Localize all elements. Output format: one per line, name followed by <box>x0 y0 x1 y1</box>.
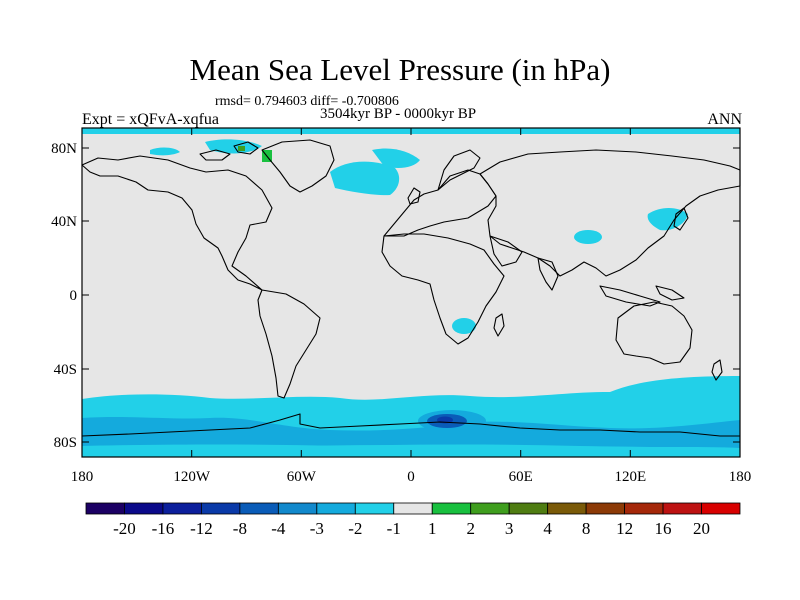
colorbar-swatch <box>85 502 125 515</box>
anomaly-ellesmere-positive <box>238 146 245 151</box>
x-tick-label: 120W <box>173 469 211 485</box>
map-title: Mean Sea Level Pressure (in hPa) <box>189 52 611 87</box>
colorbar-swatch <box>201 502 241 515</box>
colorbar-swatch <box>393 502 433 515</box>
y-tick-label: 0 <box>70 288 78 304</box>
x-tick-labels: 180 120W 60W 0 60E 120E 180 <box>71 469 752 485</box>
coastlines <box>81 139 741 437</box>
anomaly-beaufort-sea <box>150 147 180 156</box>
anomaly-amundsen-sea <box>216 425 256 437</box>
colorbar-level-label: -1 <box>387 519 401 538</box>
anomaly-southern-africa <box>452 318 476 334</box>
colorbar-swatch <box>162 502 202 515</box>
anomaly-japan <box>647 208 688 231</box>
x-tick-label: 180 <box>729 469 752 485</box>
anomaly-east-antarctic <box>628 431 672 441</box>
x-tick-label: 60W <box>287 469 317 485</box>
x-tick-label: 180 <box>71 469 94 485</box>
colorbar-level-label: 1 <box>428 519 437 538</box>
colorbar-swatch <box>316 502 356 515</box>
colorbar-swatch <box>431 502 472 515</box>
anomaly-north-atlantic <box>330 161 400 196</box>
experiment-label: Expt = xQFvA-xqfua <box>82 111 220 128</box>
colorbar-swatch <box>662 502 702 515</box>
anomaly-southern-ocean-2 <box>82 417 740 448</box>
colorbar-swatch <box>701 502 741 515</box>
colorbar-swatch <box>124 502 164 515</box>
y-tick-label: 40S <box>54 362 77 378</box>
colorbar <box>85 502 741 515</box>
y-tick-label: 40N <box>51 214 77 230</box>
colorbar-level-label: -12 <box>190 519 213 538</box>
colorbar-level-label: -4 <box>271 519 286 538</box>
colorbar-swatch <box>547 502 587 515</box>
x-tick-label: 60E <box>509 469 533 485</box>
colorbar-level-label: 20 <box>693 519 710 538</box>
colorbar-swatch <box>470 502 510 515</box>
colorbar-swatch <box>354 502 395 515</box>
colorbar-level-label: 3 <box>505 519 514 538</box>
colorbar-level-label: -16 <box>152 519 175 538</box>
colorbar-level-label: 4 <box>543 519 552 538</box>
colorbar-level-label: 8 <box>582 519 591 538</box>
y-tick-label: 80S <box>54 435 77 451</box>
colorbar-level-label: -2 <box>348 519 362 538</box>
period-label: 3504kyr BP - 0000kyr BP <box>320 106 477 122</box>
x-tick-label: 0 <box>407 469 415 485</box>
colorbar-level-label: 2 <box>466 519 475 538</box>
y-tick-label: 80N <box>51 141 77 157</box>
season-label: ANN <box>707 111 742 128</box>
colorbar-level-label: -3 <box>310 519 324 538</box>
colorbar-swatch <box>277 502 318 515</box>
colorbar-level-label: 16 <box>655 519 672 538</box>
statistics-label: rmsd= 0.794603 diff= -0.700806 <box>215 94 399 109</box>
anomaly-canadian-arctic <box>205 139 262 154</box>
colorbar-level-label: -20 <box>113 519 136 538</box>
x-axis-ticks <box>81 128 741 457</box>
colorbar-swatch <box>585 502 625 515</box>
y-axis-ticks <box>82 147 740 443</box>
y-tick-labels: 80N 40N 0 40S 80S <box>51 141 77 451</box>
colorbar-swatch <box>508 502 549 515</box>
colorbar-level-label: 12 <box>616 519 633 538</box>
colorbar-labels: -20 -16 -12 -8 -4 -3 -2 -1 1 2 3 4 8 12 16 20 <box>113 519 710 538</box>
x-tick-label: 120E <box>614 469 646 485</box>
colorbar-level-label: -8 <box>233 519 247 538</box>
anomaly-greenland-east <box>372 148 420 168</box>
anomaly-central-asia <box>574 230 602 244</box>
colorbar-swatch <box>624 502 664 515</box>
colorbar-swatch <box>239 502 279 515</box>
